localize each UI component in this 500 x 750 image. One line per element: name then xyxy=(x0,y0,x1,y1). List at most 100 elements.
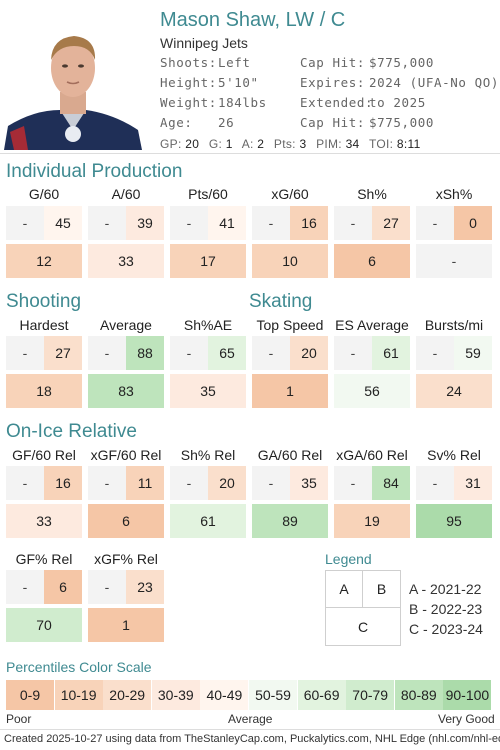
onice2-0-cell-a: - xyxy=(6,570,44,604)
team-name: Winnipeg Jets xyxy=(160,35,248,51)
scale-average-label: Average xyxy=(228,712,273,726)
individual-4-cell-b: 27 xyxy=(372,206,410,240)
individual-2-cell-b: 41 xyxy=(208,206,246,240)
onice-5-cell-c: 95 xyxy=(416,504,492,538)
scale-bin-4: 40-49 xyxy=(200,680,249,710)
onice2-0-label: GF% Rel xyxy=(15,551,73,567)
on-ice-relative-title: On-Ice Relative xyxy=(6,421,137,442)
shoot-skate-1-cell-b: 88 xyxy=(126,336,164,370)
onice2-0-cell-b: 6 xyxy=(44,570,82,604)
onice2-1-cell-a: - xyxy=(88,570,126,604)
caphit-label: Cap Hit: xyxy=(300,55,366,70)
onice-5-label: Sv% Rel xyxy=(427,447,481,463)
individual-5-cell-c: - xyxy=(416,244,492,278)
shoot-skate-0-cell-b: 27 xyxy=(44,336,82,370)
shoot-skate-5-label: Bursts/mi xyxy=(424,317,484,333)
caphit2-label: Cap Hit: xyxy=(300,115,366,130)
age-label: Age: xyxy=(160,115,193,130)
shoot-skate-1-cell-a: - xyxy=(88,336,126,370)
individual-2-label: Pts/60 xyxy=(188,186,228,202)
shoot-skate-0-label: Hardest xyxy=(19,317,69,333)
shoot-skate-4-cell-b: 61 xyxy=(372,336,410,370)
onice2-0-cell-c: 70 xyxy=(6,608,82,642)
onice-4-cell-c: 19 xyxy=(334,504,410,538)
g-label: G: xyxy=(208,137,223,151)
onice-3-cell-a: - xyxy=(252,466,290,500)
individual-1-cell-c: 33 xyxy=(88,244,164,278)
legend-title: Legend xyxy=(325,551,372,567)
individual-3-cell-b: 16 xyxy=(290,206,328,240)
individual-1-label: A/60 xyxy=(111,186,141,202)
onice-1-cell-c: 6 xyxy=(88,504,164,538)
scale-bin-5: 50-59 xyxy=(249,680,297,710)
skating-title: Skating xyxy=(249,291,313,312)
a-label: A: xyxy=(241,137,254,151)
individual-5-label: xSh% xyxy=(435,186,473,202)
individual-4-label: Sh% xyxy=(357,186,387,202)
individual-0-cell-a: - xyxy=(6,206,44,240)
onice2-1-label: xGF% Rel xyxy=(94,551,158,567)
gp-value: 20 xyxy=(185,137,200,151)
footer-credits: Created 2025-10-27 using data from TheSt… xyxy=(4,733,500,745)
g-value: 1 xyxy=(225,137,233,151)
shoot-skate-3-cell-c: 1 xyxy=(252,374,328,408)
individual-3-cell-a: - xyxy=(252,206,290,240)
scale-bin-8: 80-89 xyxy=(394,680,443,710)
shoots-value: Left xyxy=(218,55,251,70)
shoot-skate-3-cell-b: 20 xyxy=(290,336,328,370)
individual-3-label: xG/60 xyxy=(271,186,309,202)
height-label: Height: xyxy=(160,75,217,90)
scale-bin-1: 10-19 xyxy=(54,680,103,710)
pts-label: Pts: xyxy=(273,137,296,151)
individual-2-cell-c: 17 xyxy=(170,244,246,278)
pts-value: 3 xyxy=(299,137,307,151)
shoot-skate-2-label: Sh%AE xyxy=(183,317,233,333)
shoot-skate-1-cell-c: 83 xyxy=(88,374,164,408)
caphit2-value: $775,000 xyxy=(369,115,435,130)
season-statline: GP: 20 G: 1 A: 2 Pts: 3 PIM: 34 TOI: 8:1… xyxy=(160,137,427,151)
expires-value: 2024 (UFA-No QO) xyxy=(369,75,500,90)
caphit-value: $775,000 xyxy=(369,55,435,70)
scale-bin-9: 90-100 xyxy=(443,680,492,710)
shoot-skate-5-cell-a: - xyxy=(416,336,454,370)
toi-value: 8:11 xyxy=(396,137,421,151)
shoot-skate-4-cell-c: 56 xyxy=(334,374,410,408)
shoot-skate-4-label: ES Average xyxy=(335,317,409,333)
shoot-skate-1-label: Average xyxy=(100,317,152,333)
individual-production-title: Individual Production xyxy=(6,161,183,182)
shooting-title: Shooting xyxy=(6,291,82,312)
height-value: 5'10" xyxy=(218,75,259,90)
onice-0-label: GF/60 Rel xyxy=(12,447,76,463)
weight-value: 184lbs xyxy=(218,95,267,110)
scale-poor-label: Poor xyxy=(6,712,32,726)
a-value: 2 xyxy=(257,137,265,151)
shoot-skate-2-cell-b: 65 xyxy=(208,336,246,370)
onice-3-label: GA/60 Rel xyxy=(257,447,323,463)
individual-3-cell-c: 10 xyxy=(252,244,328,278)
footer-divider xyxy=(0,729,500,730)
gp-label: GP: xyxy=(160,137,182,151)
shoot-skate-3-label: Top Speed xyxy=(256,317,324,333)
shoot-skate-5-cell-c: 24 xyxy=(416,374,492,408)
onice-0-cell-a: - xyxy=(6,466,44,500)
scale-very-good-label: Very Good xyxy=(438,712,495,726)
shoots-label: Shoots: xyxy=(160,55,217,70)
legend-box-a: A xyxy=(325,570,363,608)
scale-bin-0: 0-9 xyxy=(6,680,54,710)
extended-label: Extended: xyxy=(300,95,374,110)
onice-2-cell-b: 20 xyxy=(208,466,246,500)
onice2-1-cell-c: 1 xyxy=(88,608,164,642)
legend-b-text: B - 2022-23 xyxy=(409,601,483,617)
weight-label: Weight: xyxy=(160,95,217,110)
age-value: 26 xyxy=(218,115,235,130)
onice-5-cell-b: 31 xyxy=(454,466,492,500)
onice-4-cell-a: - xyxy=(334,466,372,500)
onice-1-cell-b: 11 xyxy=(126,466,164,500)
onice-3-cell-c: 89 xyxy=(252,504,328,538)
pim-label: PIM: xyxy=(316,137,342,151)
individual-1-cell-a: - xyxy=(88,206,126,240)
shoot-skate-3-cell-a: - xyxy=(252,336,290,370)
onice-0-cell-c: 33 xyxy=(6,504,82,538)
shoot-skate-4-cell-a: - xyxy=(334,336,372,370)
individual-1-cell-b: 39 xyxy=(126,206,164,240)
